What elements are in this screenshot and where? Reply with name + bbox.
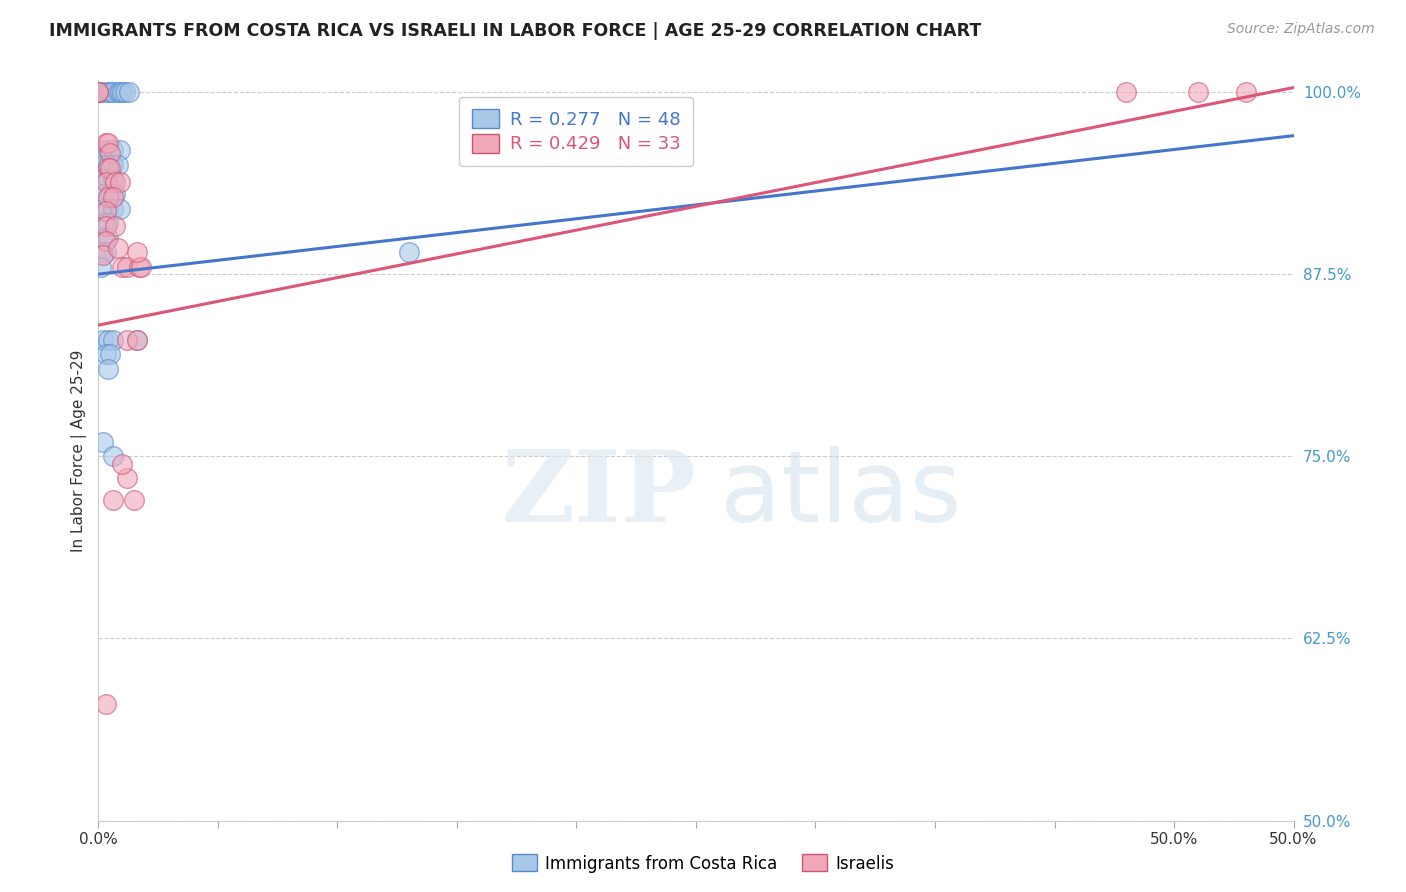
Point [91, 172, 114, 186]
Point [111, 85, 134, 99]
Point [97, 172, 120, 186]
Point [87, 85, 110, 99]
Point [94, 204, 117, 219]
Point [108, 85, 131, 99]
Point [97, 143, 120, 157]
Point [91, 248, 114, 262]
Point [111, 260, 134, 274]
Point [131, 260, 153, 274]
Point [108, 143, 131, 157]
Point [115, 471, 138, 485]
Point [128, 260, 150, 274]
Point [98, 161, 122, 175]
Point [97, 161, 120, 175]
Point [91, 434, 114, 449]
Point [118, 85, 141, 99]
Point [101, 158, 124, 172]
Point [97, 362, 120, 376]
Point [101, 202, 124, 216]
Point [87, 85, 110, 99]
Point [107, 158, 129, 172]
Point [101, 493, 124, 508]
Point [91, 186, 114, 201]
Point [98, 347, 122, 361]
Y-axis label: In Labor Force | Age 25-29: In Labor Force | Age 25-29 [72, 350, 87, 551]
Point [108, 202, 131, 216]
Point [94, 219, 117, 233]
Point [107, 85, 129, 99]
Point [125, 333, 148, 347]
Legend: R = 0.277   N = 48, R = 0.429   N = 33: R = 0.277 N = 48, R = 0.429 N = 33 [460, 96, 693, 166]
Point [97, 230, 120, 244]
Point [94, 697, 117, 711]
Point [94, 347, 117, 361]
Point [94, 245, 117, 260]
Point [104, 186, 127, 201]
Point [94, 175, 117, 189]
Point [115, 260, 138, 274]
Point [94, 234, 117, 248]
Point [91, 143, 114, 157]
Point [398, 245, 420, 260]
Text: Source: ZipAtlas.com: Source: ZipAtlas.com [1227, 22, 1375, 37]
Point [91, 216, 114, 230]
Point [90, 245, 112, 260]
Point [87, 85, 110, 99]
Point [125, 333, 148, 347]
Point [115, 333, 138, 347]
Point [91, 202, 114, 216]
Point [98, 186, 122, 201]
Text: ZIP: ZIP [501, 446, 696, 543]
Point [91, 158, 114, 172]
Text: atlas: atlas [720, 446, 962, 543]
Point [1115, 85, 1137, 99]
Point [98, 146, 122, 161]
Point [124, 493, 146, 508]
Point [108, 175, 131, 189]
Point [87, 85, 110, 99]
Point [90, 260, 112, 274]
Point [1234, 85, 1257, 99]
Point [97, 136, 120, 150]
Point [98, 85, 122, 99]
Point [97, 190, 120, 204]
Point [107, 241, 129, 255]
Point [97, 333, 120, 347]
Point [94, 136, 117, 150]
Point [97, 85, 120, 99]
Point [87, 85, 110, 99]
Point [91, 333, 114, 347]
Point [97, 216, 120, 230]
Point [101, 333, 124, 347]
Point [104, 219, 127, 233]
Point [101, 450, 124, 464]
Point [91, 230, 114, 244]
Point [97, 158, 120, 172]
Point [101, 172, 124, 186]
Point [125, 245, 148, 260]
Point [87, 85, 110, 99]
Point [91, 85, 114, 99]
Legend: Immigrants from Costa Rica, Israelis: Immigrants from Costa Rica, Israelis [505, 847, 901, 880]
Text: IMMIGRANTS FROM COSTA RICA VS ISRAELI IN LABOR FORCE | AGE 25-29 CORRELATION CHA: IMMIGRANTS FROM COSTA RICA VS ISRAELI IN… [49, 22, 981, 40]
Point [104, 175, 127, 189]
Point [101, 190, 124, 204]
Point [101, 143, 124, 157]
Point [97, 202, 120, 216]
Point [114, 85, 136, 99]
Point [101, 85, 124, 99]
Point [111, 457, 134, 471]
Point [1187, 85, 1209, 99]
